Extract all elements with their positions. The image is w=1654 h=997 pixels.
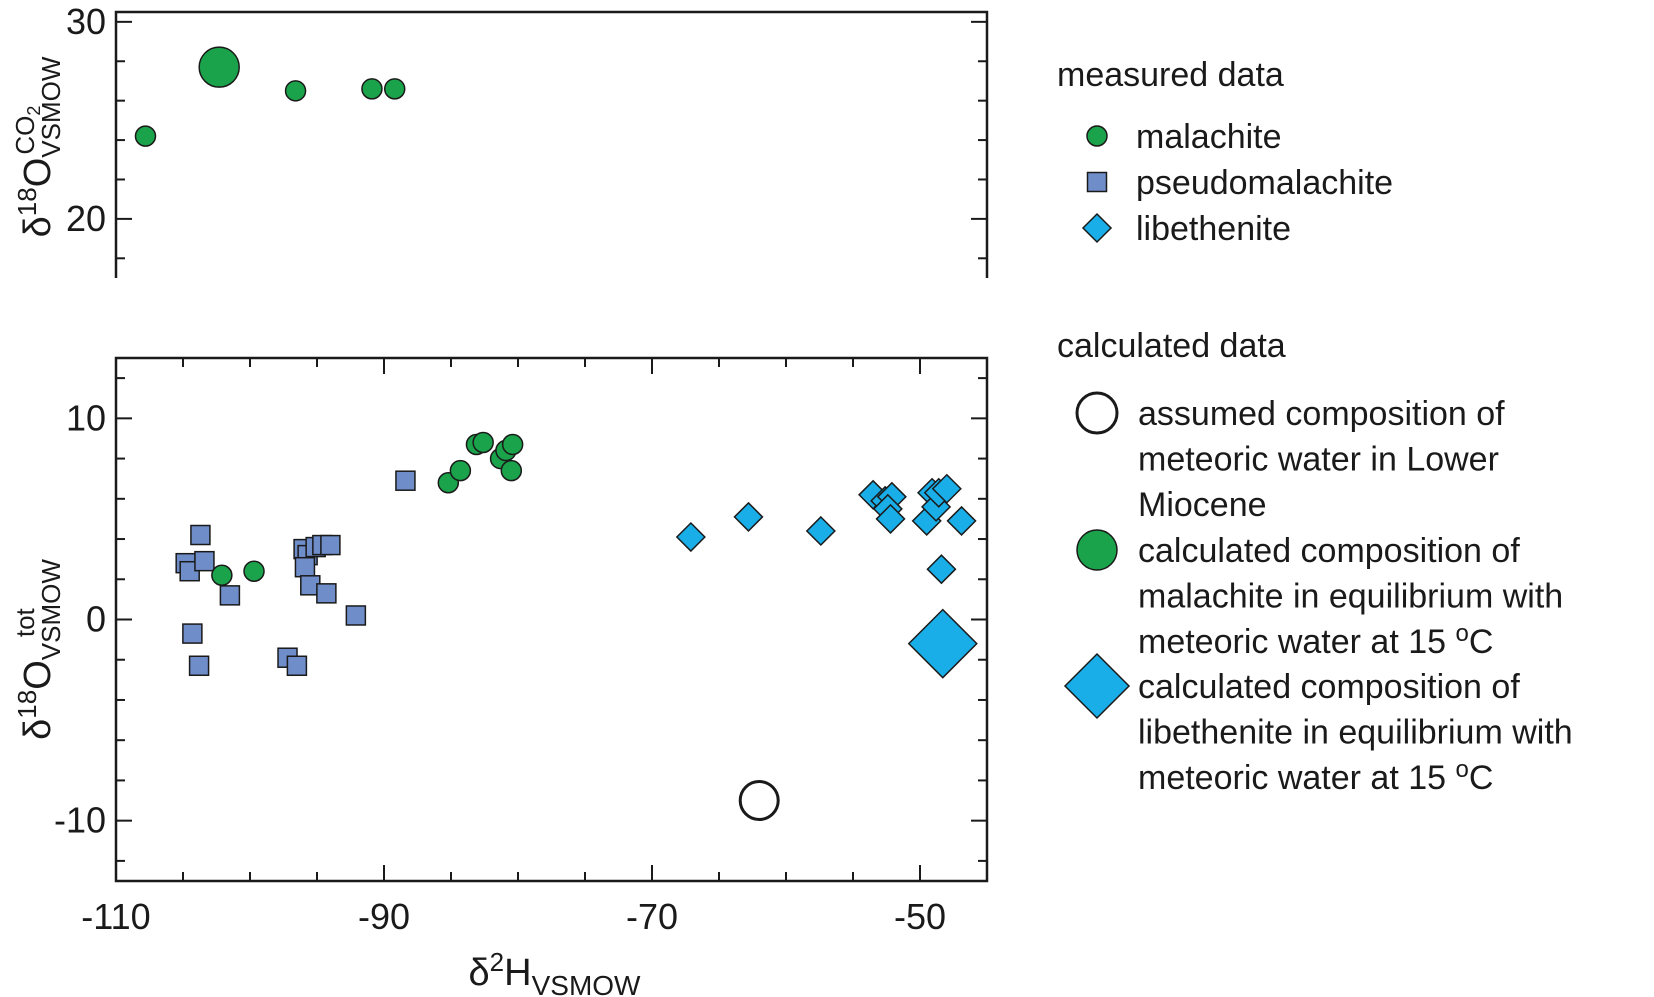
legend-marker-meteoric bbox=[1075, 391, 1119, 435]
legend-calc-line: libethenite in equilibrium with bbox=[1138, 714, 1573, 752]
x-tick-label: -110 bbox=[81, 896, 150, 937]
legend-title-calculated: calculated data bbox=[1057, 327, 1286, 365]
pseudomalachite-point bbox=[182, 623, 203, 644]
libethenite-point bbox=[946, 505, 977, 536]
panel-frame bbox=[114, 356, 989, 883]
pseudomalachite-point bbox=[286, 655, 308, 677]
malachite-point bbox=[383, 78, 406, 100]
legend-calc-line: meteoric water at 15 oC bbox=[1138, 756, 1493, 797]
malachite-point bbox=[134, 125, 157, 147]
pseudomalachite-point bbox=[395, 470, 416, 491]
series-libethenite bbox=[675, 473, 978, 679]
meteoric-point bbox=[738, 780, 780, 822]
libethenite-point bbox=[931, 473, 962, 504]
series-malachite bbox=[211, 431, 524, 586]
y-tick-label: 0 bbox=[86, 599, 106, 640]
legend-marker-pseudomalachite bbox=[1086, 171, 1108, 193]
pseudomalachite-point bbox=[294, 556, 316, 578]
legend-marker-malachite-calc bbox=[1076, 529, 1118, 571]
legend-calc-line: malachite in equilibrium with bbox=[1138, 578, 1563, 616]
pseudomalachite-point bbox=[194, 550, 215, 572]
x-tick-label: -50 bbox=[894, 896, 946, 937]
y-axis-label: δ18OVSMOWCO2 bbox=[10, 56, 66, 237]
malachite-point bbox=[243, 560, 265, 582]
libethenite-point bbox=[805, 515, 836, 547]
pseudomalachite-point bbox=[219, 585, 241, 606]
libethenite-point bbox=[926, 554, 957, 585]
malachite-point bbox=[472, 431, 494, 454]
libethenite-point bbox=[675, 521, 706, 553]
legend: measured data malachite pseudomalachite lib… bbox=[1057, 56, 1573, 797]
malachite-point bbox=[284, 80, 307, 102]
series-pseudomalachite bbox=[175, 470, 416, 677]
pseudomalachite-point bbox=[345, 605, 367, 626]
malachite-point bbox=[501, 433, 524, 456]
panel-total-oxygen: -10 0 10 δ18OVSMOWtot bbox=[10, 356, 989, 883]
legend-marker-libethenite-calc bbox=[1063, 652, 1131, 720]
series-meteoric bbox=[738, 780, 780, 822]
pseudomalachite-point bbox=[316, 583, 337, 604]
pseudomalachite-point bbox=[188, 655, 210, 677]
legend-calc-line: meteoric water at 15 oC bbox=[1138, 620, 1493, 661]
pseudomalachite-point bbox=[190, 524, 211, 546]
legend-marker-malachite bbox=[1086, 125, 1108, 147]
malachite-point bbox=[361, 78, 383, 100]
panel-frame bbox=[114, 10, 989, 278]
legend-calc-line: Miocene bbox=[1138, 486, 1267, 524]
y-tick-label: 20 bbox=[66, 198, 106, 239]
libethenite-point bbox=[875, 503, 906, 534]
x-axis: -110 -90 -70 -50 δ2HVSMOW bbox=[81, 358, 988, 997]
y-tick-label: 10 bbox=[66, 397, 106, 438]
y-axis-label: δ18OVSMOWtot bbox=[10, 559, 66, 740]
series-malachite bbox=[134, 46, 406, 147]
legend-calc-line: calculated composition of bbox=[1138, 668, 1520, 706]
malachite-point bbox=[211, 564, 233, 586]
malachite-point bbox=[449, 459, 472, 482]
x-axis-label: δ2HVSMOW bbox=[469, 947, 642, 997]
legend-title-measured: measured data bbox=[1057, 56, 1284, 94]
legend-marker-libethenite bbox=[1081, 212, 1113, 244]
legend-label-libethenite: libethenite bbox=[1136, 210, 1291, 248]
malachite-point bbox=[198, 46, 240, 88]
legend-label-malachite: malachite bbox=[1136, 118, 1282, 156]
x-tick-label: -70 bbox=[626, 896, 678, 937]
pseudomalachite-point bbox=[320, 534, 341, 556]
legend-label-pseudomalachite: pseudomalachite bbox=[1136, 164, 1393, 202]
legend-calc-line: assumed composition of bbox=[1138, 395, 1505, 433]
y-tick-label: -10 bbox=[54, 800, 106, 841]
y-tick-label: 30 bbox=[66, 1, 106, 42]
legend-calc-line: calculated composition of bbox=[1138, 532, 1520, 570]
x-tick-label: -90 bbox=[358, 896, 410, 937]
libethenite-point bbox=[733, 501, 764, 532]
legend-calc-line: meteoric water in Lower bbox=[1138, 441, 1499, 479]
malachite-point bbox=[500, 459, 523, 482]
libethenite-point bbox=[907, 608, 978, 679]
